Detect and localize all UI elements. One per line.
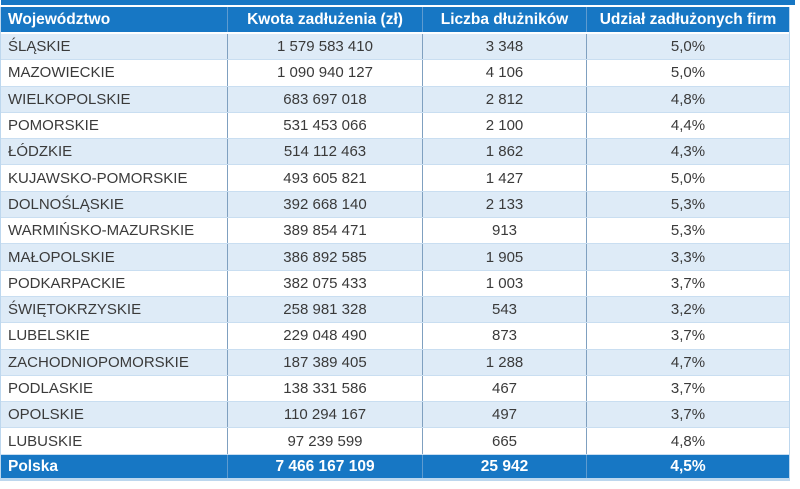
table-row: ŚWIĘTOKRZYSKIE 258 981 328 543 3,2% bbox=[1, 296, 789, 324]
total-debt-cell: 7 466 167 109 bbox=[227, 454, 422, 479]
debtors-cell: 2 812 bbox=[422, 86, 586, 112]
share-cell: 5,0% bbox=[586, 165, 789, 191]
debtors-cell: 2 100 bbox=[422, 112, 586, 139]
debt-cell: 138 331 586 bbox=[227, 375, 422, 402]
debtors-cell: 1 288 bbox=[422, 349, 586, 375]
debtors-cell: 1 003 bbox=[422, 270, 586, 296]
total-share-cell: 4,5% bbox=[586, 454, 789, 479]
table-row: WARMIŃSKO-MAZURSKIE 389 854 471 913 5,3% bbox=[1, 218, 789, 245]
debt-cell: 110 294 167 bbox=[227, 402, 422, 428]
debt-cell: 531 453 066 bbox=[227, 112, 422, 139]
share-cell: 5,0% bbox=[586, 34, 789, 60]
debtors-cell: 913 bbox=[422, 218, 586, 244]
debtors-cell: 3 348 bbox=[422, 34, 586, 60]
region-cell: KUJAWSKO-POMORSKIE bbox=[8, 169, 188, 187]
table-row: PODLASKIE 138 331 586 467 3,7% bbox=[1, 375, 789, 403]
region-cell: ŚWIĘTOKRZYSKIE bbox=[8, 301, 142, 319]
debtors-cell: 467 bbox=[422, 375, 586, 402]
debtors-cell: 543 bbox=[422, 296, 586, 323]
debt-cell: 514 112 463 bbox=[227, 139, 422, 165]
share-cell: 5,0% bbox=[586, 60, 789, 86]
table-row: POMORSKIE 531 453 066 2 100 4,4% bbox=[1, 112, 789, 140]
share-cell: 3,7% bbox=[586, 323, 789, 349]
debt-cell: 258 981 328 bbox=[227, 296, 422, 323]
region-cell: OPOLSKIE bbox=[8, 406, 84, 424]
share-cell: 4,4% bbox=[586, 112, 789, 139]
table-row: LUBUSKIE 97 239 599 665 4,8% bbox=[1, 428, 789, 455]
share-cell: 4,7% bbox=[586, 349, 789, 375]
share-cell: 3,7% bbox=[586, 270, 789, 296]
debtors-cell: 1 905 bbox=[422, 244, 586, 270]
share-cell: 3,2% bbox=[586, 296, 789, 323]
share-cell: 4,3% bbox=[586, 139, 789, 165]
table-row: MAŁOPOLSKIE 386 892 585 1 905 3,3% bbox=[1, 244, 789, 271]
region-cell: LUBUSKIE bbox=[8, 432, 83, 450]
debt-cell: 683 697 018 bbox=[227, 86, 422, 112]
total-debtors-cell: 25 942 bbox=[422, 454, 586, 479]
debt-cell: 382 075 433 bbox=[227, 270, 422, 296]
debt-cell: 229 048 490 bbox=[227, 323, 422, 349]
debtors-cell: 2 133 bbox=[422, 191, 586, 218]
debtors-cell: 1 862 bbox=[422, 139, 586, 165]
region-cell: PODLASKIE bbox=[8, 380, 94, 397]
share-cell: 5,3% bbox=[586, 218, 789, 244]
debtors-cell: 665 bbox=[422, 428, 586, 454]
share-cell: 4,8% bbox=[586, 86, 789, 112]
table-row: PODKARPACKIE 382 075 433 1 003 3,7% bbox=[1, 270, 789, 297]
debt-cell: 389 854 471 bbox=[227, 218, 422, 244]
voivodeship-debt-table: Województwo Kwota zadłużenia (zł) Liczba… bbox=[0, 7, 790, 482]
table-top-border bbox=[1, 0, 795, 5]
region-cell: DOLNOŚLĄSKIE bbox=[8, 195, 124, 213]
debt-cell: 493 605 821 bbox=[227, 165, 422, 191]
debt-cell: 1 579 583 410 bbox=[227, 34, 422, 60]
share-cell: 3,7% bbox=[586, 402, 789, 428]
header-cell-region: Województwo bbox=[8, 10, 111, 28]
region-cell: MAŁOPOLSKIE bbox=[8, 248, 115, 266]
region-cell: LUBELSKIE bbox=[8, 327, 90, 345]
region-cell: ŁÓDZKIE bbox=[8, 143, 73, 161]
region-cell: MAZOWIECKIE bbox=[8, 64, 115, 82]
table-header-row: Województwo Kwota zadłużenia (zł) Liczba… bbox=[1, 7, 789, 34]
table-row: MAZOWIECKIE 1 090 940 127 4 106 5,0% bbox=[1, 60, 789, 87]
table-row: LUBELSKIE 229 048 490 873 3,7% bbox=[1, 323, 789, 350]
table-row: DOLNOŚLĄSKIE 392 668 140 2 133 5,3% bbox=[1, 191, 789, 219]
table-total-row: Polska 7 466 167 109 25 942 4,5% bbox=[1, 454, 789, 482]
share-cell: 5,3% bbox=[586, 191, 789, 218]
region-cell: WIELKOPOLSKIE bbox=[8, 90, 131, 108]
debtors-cell: 873 bbox=[422, 323, 586, 349]
table-row: ŁÓDZKIE 514 112 463 1 862 4,3% bbox=[1, 139, 789, 166]
debt-cell: 1 090 940 127 bbox=[227, 60, 422, 86]
table-row: KUJAWSKO-POMORSKIE 493 605 821 1 427 5,0… bbox=[1, 165, 789, 192]
region-cell: POMORSKIE bbox=[8, 117, 99, 135]
debt-cell: 392 668 140 bbox=[227, 191, 422, 218]
region-cell: WARMIŃSKO-MAZURSKIE bbox=[8, 222, 195, 240]
debtors-cell: 497 bbox=[422, 402, 586, 428]
header-cell-debt: Kwota zadłużenia (zł) bbox=[227, 7, 422, 32]
debtors-cell: 1 427 bbox=[422, 165, 586, 191]
table-row: WIELKOPOLSKIE 683 697 018 2 812 4,8% bbox=[1, 86, 789, 113]
debt-cell: 187 389 405 bbox=[227, 349, 422, 375]
share-cell: 3,3% bbox=[586, 244, 789, 270]
table-row: OPOLSKIE 110 294 167 497 3,7% bbox=[1, 402, 789, 429]
table-row: ZACHODNIOPOMORSKIE 187 389 405 1 288 4,7… bbox=[1, 349, 789, 376]
share-cell: 3,7% bbox=[586, 375, 789, 402]
share-cell: 4,8% bbox=[586, 428, 789, 454]
region-cell: PODKARPACKIE bbox=[8, 274, 126, 292]
total-region-cell: Polska bbox=[8, 457, 58, 475]
debtors-cell: 4 106 bbox=[422, 60, 586, 86]
table-row: ŚLĄSKIE 1 579 583 410 3 348 5,0% bbox=[1, 34, 789, 61]
debt-cell: 97 239 599 bbox=[227, 428, 422, 454]
debt-cell: 386 892 585 bbox=[227, 244, 422, 270]
header-cell-share: Udział zadłużonych firm bbox=[586, 7, 789, 32]
region-cell: ŚLĄSKIE bbox=[8, 38, 71, 56]
region-cell: ZACHODNIOPOMORSKIE bbox=[8, 353, 189, 371]
header-cell-debtors: Liczba dłużników bbox=[422, 7, 586, 32]
